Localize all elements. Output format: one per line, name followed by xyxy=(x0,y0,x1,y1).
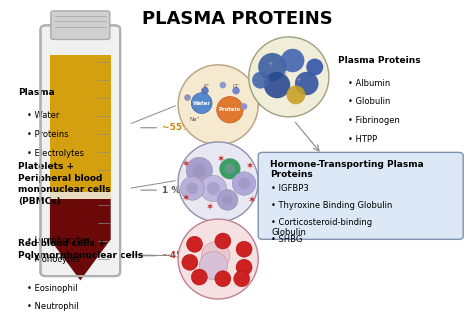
Ellipse shape xyxy=(281,49,304,72)
Ellipse shape xyxy=(187,236,202,252)
Text: ~55%: ~55% xyxy=(162,123,191,132)
Ellipse shape xyxy=(201,87,209,94)
Ellipse shape xyxy=(252,72,269,89)
Bar xyxy=(50,55,111,192)
Ellipse shape xyxy=(186,183,198,194)
Ellipse shape xyxy=(225,164,235,174)
Ellipse shape xyxy=(191,269,207,285)
Text: • Corticosteroid-binding
Globulin: • Corticosteroid-binding Globulin xyxy=(272,218,373,237)
Text: ✶: ✶ xyxy=(245,161,253,170)
Ellipse shape xyxy=(306,59,323,75)
Text: • SHBG: • SHBG xyxy=(272,235,303,244)
Ellipse shape xyxy=(286,85,305,104)
Ellipse shape xyxy=(215,233,231,249)
Ellipse shape xyxy=(201,242,230,270)
Ellipse shape xyxy=(241,103,247,110)
Text: ✶: ✶ xyxy=(247,195,255,205)
Ellipse shape xyxy=(217,97,243,123)
Ellipse shape xyxy=(249,37,329,117)
Text: • Proteins: • Proteins xyxy=(27,130,69,139)
Text: ~45%: ~45% xyxy=(162,251,191,260)
Text: • Electrolytes: • Electrolytes xyxy=(27,149,84,158)
Ellipse shape xyxy=(238,178,250,189)
Text: Cl⁻: Cl⁻ xyxy=(233,84,241,89)
FancyBboxPatch shape xyxy=(40,25,120,276)
Text: Plasma Proteins: Plasma Proteins xyxy=(338,56,421,65)
Ellipse shape xyxy=(295,72,319,95)
Text: +: + xyxy=(295,77,301,83)
Text: • HTPP: • HTPP xyxy=(348,135,377,144)
Ellipse shape xyxy=(199,252,228,280)
Text: K⁺: K⁺ xyxy=(203,84,210,89)
Text: PLASMA PROTEINS: PLASMA PROTEINS xyxy=(142,10,332,27)
Ellipse shape xyxy=(232,87,240,94)
Ellipse shape xyxy=(186,157,212,184)
Ellipse shape xyxy=(181,177,204,200)
Text: • Thyroxine Binding Globulin: • Thyroxine Binding Globulin xyxy=(272,201,393,210)
Ellipse shape xyxy=(184,94,191,101)
Text: +: + xyxy=(267,61,273,67)
Text: • IGFBP3: • IGFBP3 xyxy=(272,184,309,193)
Text: • Water: • Water xyxy=(27,111,60,120)
Ellipse shape xyxy=(219,159,240,179)
Text: +: + xyxy=(281,71,287,76)
Ellipse shape xyxy=(207,182,220,195)
Ellipse shape xyxy=(258,53,286,81)
Text: Red blood cells +
Polymorphonuclear cells: Red blood cells + Polymorphonuclear cell… xyxy=(18,239,143,260)
Text: • Neutrophil: • Neutrophil xyxy=(27,303,79,311)
Text: • Monocytes: • Monocytes xyxy=(27,255,80,264)
Ellipse shape xyxy=(264,72,290,98)
FancyBboxPatch shape xyxy=(51,11,110,39)
Text: ✶: ✶ xyxy=(205,202,213,212)
Text: • Eosinophil: • Eosinophil xyxy=(27,284,78,293)
Ellipse shape xyxy=(234,271,250,287)
Bar xyxy=(50,192,111,199)
Ellipse shape xyxy=(193,164,206,177)
Text: Hormone-Transporting Plasma
Proteins: Hormone-Transporting Plasma Proteins xyxy=(270,160,424,179)
Ellipse shape xyxy=(222,195,233,205)
Text: ✶: ✶ xyxy=(217,154,225,164)
Ellipse shape xyxy=(178,65,258,145)
Text: Protein: Protein xyxy=(219,107,241,112)
Ellipse shape xyxy=(232,172,256,195)
Ellipse shape xyxy=(200,175,227,202)
Text: • Globulin: • Globulin xyxy=(348,97,390,106)
Ellipse shape xyxy=(215,271,231,287)
Text: 1 %: 1 % xyxy=(162,186,180,195)
Text: ✶: ✶ xyxy=(181,193,189,203)
Text: ✶: ✶ xyxy=(181,159,189,169)
Text: Water: Water xyxy=(192,101,210,106)
Text: Platelets +
Peripheral blood
mononuclear cells
(PBMCs): Platelets + Peripheral blood mononuclear… xyxy=(18,162,110,206)
Text: Na⁺: Na⁺ xyxy=(189,117,200,122)
Text: Plasma: Plasma xyxy=(18,88,55,97)
Ellipse shape xyxy=(236,259,252,275)
Polygon shape xyxy=(50,199,111,280)
Text: • Fibrinogen: • Fibrinogen xyxy=(348,116,400,125)
Ellipse shape xyxy=(219,82,226,88)
Text: • Albumin: • Albumin xyxy=(348,78,390,87)
Ellipse shape xyxy=(236,241,252,257)
FancyBboxPatch shape xyxy=(258,152,463,239)
Ellipse shape xyxy=(191,93,212,114)
Ellipse shape xyxy=(178,219,258,299)
Ellipse shape xyxy=(182,254,198,270)
Ellipse shape xyxy=(178,142,258,222)
Ellipse shape xyxy=(217,190,238,210)
Text: • Lymphocytes: • Lymphocytes xyxy=(27,236,90,245)
